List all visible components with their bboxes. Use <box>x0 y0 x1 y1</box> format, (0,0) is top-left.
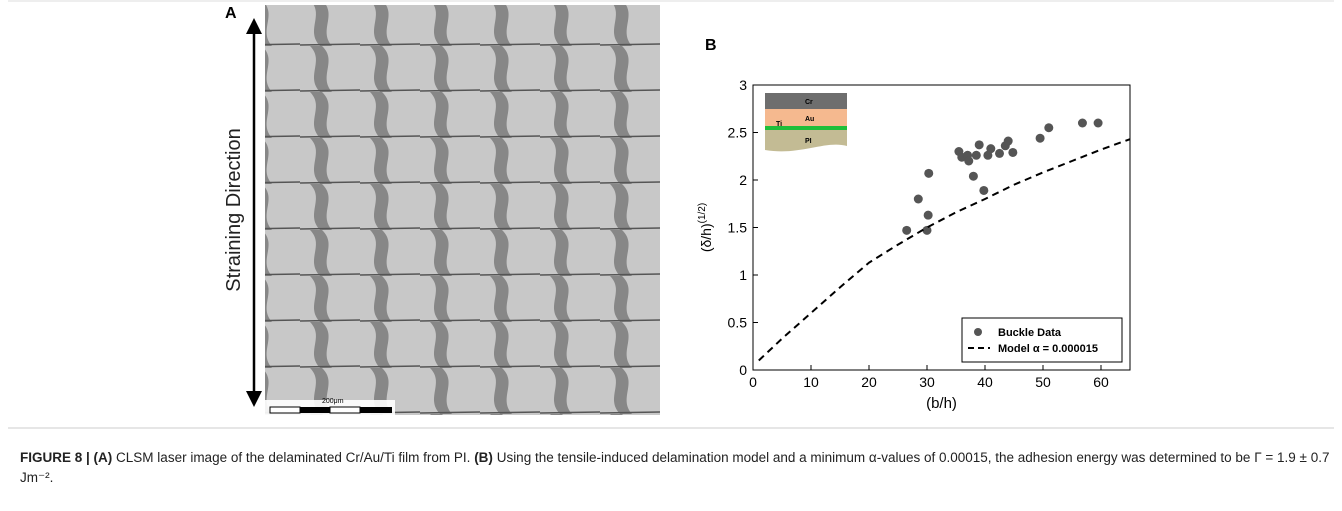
caption-segment: CLSM laser image of the delaminated Cr/A… <box>112 450 475 465</box>
inset-label: Cr <box>805 99 813 106</box>
x-tick-label: 40 <box>977 374 993 390</box>
caption-segment: (A) <box>93 450 113 465</box>
model-line <box>758 138 1131 362</box>
data-point <box>971 150 981 160</box>
data-point <box>1044 123 1054 133</box>
x-tick-label: 60 <box>1093 374 1109 390</box>
arrow-label: Straining Direction <box>223 128 245 291</box>
data-point <box>964 156 974 166</box>
x-tick-label: 50 <box>1035 374 1051 390</box>
y-tick-label: 2.5 <box>728 125 748 141</box>
data-point <box>974 140 984 150</box>
x-tick-label: 20 <box>861 374 877 390</box>
data-point <box>995 148 1004 158</box>
y-tick-label: 1.5 <box>728 220 748 236</box>
data-point <box>913 194 923 204</box>
y-tick-label: 2 <box>739 172 747 188</box>
x-tick-label: 0 <box>749 374 757 390</box>
scale-seg <box>329 406 361 414</box>
x-tick-label: 10 <box>803 374 819 390</box>
micrograph <box>265 5 660 415</box>
data-point <box>1008 147 1018 157</box>
x-axis-label: (b/h) <box>926 395 957 412</box>
data-point <box>924 168 934 178</box>
scale-bar-label: 200μm <box>322 398 344 405</box>
scale-seg <box>269 406 301 414</box>
data-point <box>979 185 989 195</box>
legend-marker <box>974 328 982 336</box>
y-axis-label: (δ/h)(1/2) <box>697 203 714 252</box>
legend-box <box>961 317 1123 363</box>
y-axis-label-main: (δ/h) <box>698 223 714 252</box>
data-point <box>922 225 932 235</box>
panel-label: B <box>705 37 717 54</box>
data-point <box>1077 118 1087 128</box>
data-point <box>1035 133 1045 143</box>
y-tick-label: 0.5 <box>728 315 748 331</box>
plot: 0 10 20 30 40 50 60 0 0.5 1 1.5 2 2.5 3 (b/h) (δ/h)(1/2… <box>697 77 1131 412</box>
panel-label: A <box>225 5 237 22</box>
layer <box>765 126 847 130</box>
legend-label: Model α = 0.000015 <box>998 343 1098 355</box>
data-point <box>986 144 996 154</box>
scale-seg <box>360 407 392 413</box>
y-tick-label: 0 <box>739 362 747 378</box>
legend-label: Buckle Data <box>998 327 1062 339</box>
scale-seg <box>300 407 330 413</box>
y-tick-label: 3 <box>739 77 747 93</box>
inset: Cr Au Ti PI <box>765 93 847 152</box>
x-tick-label: 30 <box>919 374 935 390</box>
figure: A 200μm Straining Direction B Cr Au Ti P… <box>8 0 1334 429</box>
data-point <box>923 210 933 220</box>
layer <box>765 109 847 126</box>
layer <box>765 130 847 152</box>
layer <box>765 93 847 109</box>
inset-label: PI <box>805 138 812 145</box>
inset-label: Au <box>805 116 814 123</box>
data-point <box>1093 118 1103 128</box>
y-tick-label: 1 <box>739 267 747 283</box>
data-point <box>1003 136 1013 146</box>
inset-label: Ti <box>776 121 782 128</box>
y-axis-label-sup: (1/2) <box>697 203 708 224</box>
caption-segment: Using the tensile-induced delamination m… <box>20 450 1330 485</box>
data-point <box>902 225 912 235</box>
caption-segment: FIGURE 8 | <box>20 450 94 465</box>
caption: FIGURE 8 | (A) CLSM laser image of the d… <box>20 448 1330 488</box>
caption-segment: (B) <box>474 450 493 465</box>
data-point <box>968 171 978 181</box>
